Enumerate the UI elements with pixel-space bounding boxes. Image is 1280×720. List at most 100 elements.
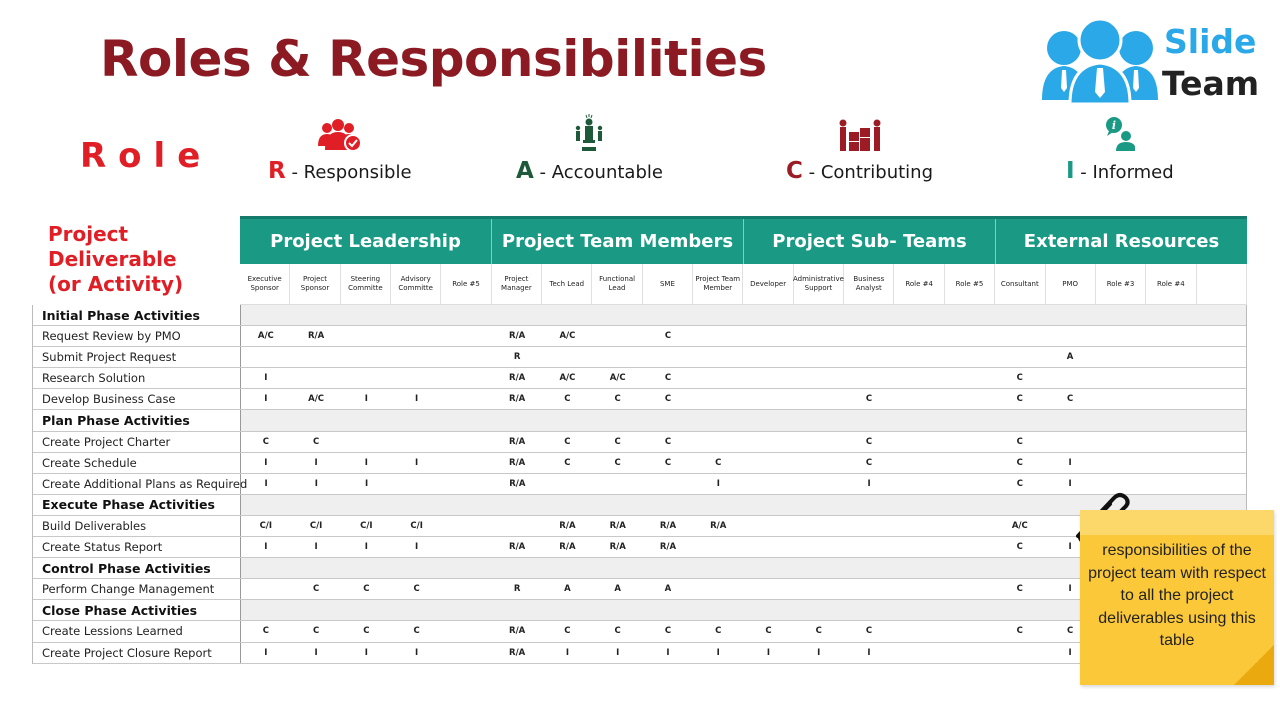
legend-letter: A [516, 158, 534, 184]
raci-cell: C [312, 584, 320, 595]
raci-cell [1196, 326, 1246, 346]
role-column-header: Steering Committe [341, 264, 392, 304]
sticky-note-text: responsibilities of the project team wit… [1088, 542, 1266, 649]
role-column-header: Administrative Support [793, 264, 845, 304]
raci-cell: C [614, 626, 621, 637]
raci-cell: I [415, 647, 419, 658]
raci-cell: I [1068, 542, 1072, 553]
legend-accountable: A - Accountable [516, 112, 663, 184]
phase-row: Close Phase Activities [33, 600, 1246, 622]
raci-cell [944, 621, 994, 641]
raci-cell: C [312, 626, 320, 637]
role-column-header: Role #5 [441, 264, 492, 304]
raci-cell [794, 347, 844, 367]
puzzle-team-icon [839, 119, 880, 151]
raci-cell [794, 389, 844, 409]
raci-cell: C [664, 626, 672, 637]
raci-cell: C [1066, 394, 1074, 405]
raci-cell [894, 621, 944, 641]
raci-cell: I [1068, 457, 1072, 468]
raci-cell: I [716, 647, 720, 658]
sticky-note: responsibilities of the project team wit… [1080, 510, 1274, 685]
raci-cell [1095, 453, 1145, 473]
raci-cell: C [1016, 584, 1023, 595]
raci-cell [844, 579, 894, 599]
table-body: Initial Phase Activities Request Review b… [32, 305, 1247, 664]
phase-row: Initial Phase Activities [33, 305, 1246, 327]
activity-name: Build Deliverables [33, 515, 241, 537]
raci-cell [794, 432, 844, 452]
raci-cell [743, 516, 793, 536]
raci-cell: R/A [509, 331, 526, 342]
activity-name: Perform Change Management [33, 579, 241, 600]
raci-cell [1045, 432, 1095, 452]
role-column-header: Role #5 [945, 264, 996, 304]
raci-cell [794, 368, 844, 388]
raci-cell [543, 474, 593, 494]
phase-row: Plan Phase Activities [33, 410, 1246, 432]
raci-cell [693, 579, 743, 599]
role-column-header: Role #4 [1146, 264, 1197, 304]
raci-cell: R/A [609, 542, 626, 553]
raci-cell [442, 474, 492, 494]
group-project-sub-teams: Project Sub- Teams [744, 219, 996, 264]
raci-cell: R/A [509, 436, 526, 447]
table-row: Create Status Report I I I I R/A R/A R/A R/A C I [33, 537, 1246, 559]
raci-cell [894, 347, 944, 367]
role-column-header: Business Analyst [844, 264, 895, 304]
raci-cell: C [1016, 542, 1023, 553]
phase-title: Control Phase Activities [33, 558, 241, 579]
raci-cell: C [262, 436, 269, 447]
raci-cell: C [664, 436, 672, 447]
raci-cell [1145, 347, 1195, 367]
legend-text: - Informed [1074, 162, 1174, 183]
raci-cell: I [264, 457, 268, 468]
raci-cell [844, 516, 894, 536]
role-heading: Role [80, 136, 213, 176]
phase-title: Plan Phase Activities [33, 410, 241, 431]
raci-cell: I [264, 542, 268, 553]
role-column-header [1197, 264, 1247, 304]
role-header-row: Executive Sponsor Project Sponsor Steering… [240, 264, 1247, 305]
activity-name: Request Review by PMO [33, 326, 241, 347]
raci-cell [944, 347, 994, 367]
raci-cell: C [312, 436, 320, 447]
raci-cell: A/C [559, 373, 576, 384]
phase-title: Execute Phase Activities [33, 494, 241, 515]
raci-cell: I [666, 647, 670, 658]
raci-cell [743, 326, 793, 346]
raci-cell: I [415, 394, 419, 405]
raci-cell [442, 643, 492, 663]
raci-cell: R/A [307, 331, 325, 342]
role-column-header: Executive Sponsor [240, 264, 291, 304]
raci-cell: I [364, 394, 368, 405]
raci-cell [1145, 432, 1195, 452]
raci-cell: I [264, 478, 268, 489]
raci-cell [1196, 432, 1246, 452]
raci-cell: I [616, 647, 620, 658]
role-column-header: Role #4 [894, 264, 945, 304]
raci-cell [341, 347, 391, 367]
raci-cell: C [614, 457, 621, 468]
raci-cell: I [415, 542, 419, 553]
raci-cell [593, 326, 643, 346]
raci-cell: R/A [509, 373, 526, 384]
raci-cell: C [413, 626, 420, 637]
raci-cell [392, 474, 442, 494]
raci-cell: I [264, 647, 268, 658]
raci-cell: R/A [609, 520, 626, 531]
raci-cell [693, 326, 743, 346]
raci-cell: R/A [509, 647, 526, 658]
table-row: Develop Business Case I A/C I I R/A C C C C C C [33, 389, 1246, 411]
raci-cell [291, 347, 341, 367]
raci-cell: I [365, 478, 369, 489]
phase-title: Initial Phase Activities [33, 305, 241, 326]
raci-cell: C/I [360, 520, 373, 531]
raci-cell: I [716, 478, 720, 489]
raci-cell [744, 474, 794, 494]
raci-cell [341, 368, 391, 388]
raci-cell [794, 516, 844, 536]
raci-cell [492, 516, 542, 536]
raci-cell: C [1016, 626, 1023, 637]
raci-cell: C [664, 457, 672, 468]
